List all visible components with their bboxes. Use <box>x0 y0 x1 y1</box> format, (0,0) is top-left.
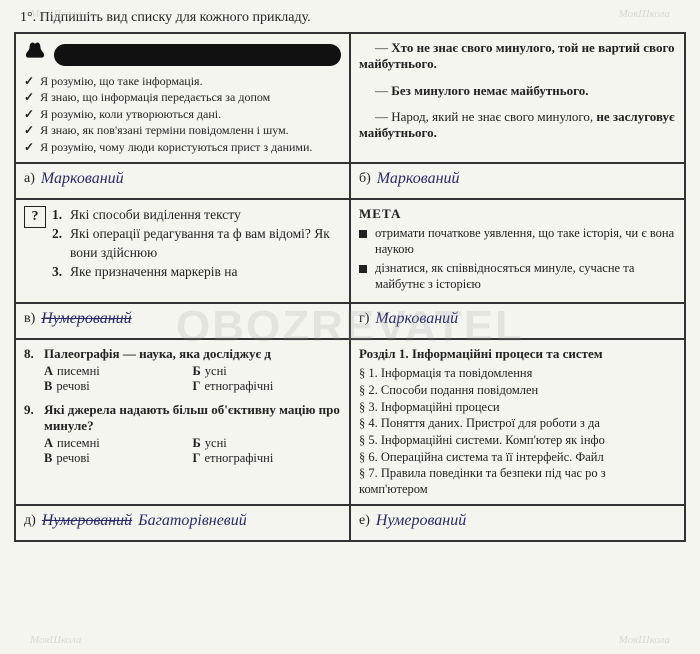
mcq-option: Аписемні <box>44 436 193 451</box>
decorative-bar <box>54 44 341 66</box>
check-text: Я розумію, чому люди користуються прист … <box>40 140 312 154</box>
check-icon: ✓ <box>24 90 34 104</box>
watermark-corner: МояШкола <box>30 634 81 646</box>
cell-e-content: Розділ 1. Інформаційні процеси та систем… <box>350 339 685 505</box>
letter-d: д) <box>24 513 36 529</box>
check-item: ✓ Я розумію, коли утворюються дані. <box>24 107 341 121</box>
answer-e: Нумерований <box>376 512 466 530</box>
answer-d: Багаторівневий <box>138 512 247 530</box>
mcq-question: 9.Які джерела надають більш об'єктивну м… <box>24 402 341 466</box>
cell-v-content: ? 1.Які способи виділення тексту2.Які оп… <box>15 199 350 304</box>
toc-item: § 1. Інформація та повідомлення <box>359 366 676 382</box>
cell-e-answer: е) Нумерований <box>350 505 685 541</box>
mcq-option: Гетнографічні <box>193 451 342 466</box>
cell-v-answer: в) Нумерований <box>15 303 350 339</box>
letter-a: а) <box>24 171 35 187</box>
toc-item: § 3. Інформаційні процеси <box>359 400 676 416</box>
check-item: ✓ Я розумію, чому люди користуються прист… <box>24 140 341 154</box>
quote-line: — Народ, який не знає свого минулого, не… <box>359 109 676 142</box>
numbered-item: 2.Які операції редагування та ф вам відо… <box>52 225 341 263</box>
cell-b-content: — Хто не знає свого минулого, той не вар… <box>350 33 685 163</box>
question-icon: ? <box>24 206 46 228</box>
square-icon <box>359 265 367 273</box>
mcq-option: Бусні <box>193 436 342 451</box>
mcq-option: Вречові <box>44 451 193 466</box>
letter-v: в) <box>24 311 35 327</box>
rabbit-icon <box>22 36 48 62</box>
check-item: ✓ Я розумію, що таке інформація. <box>24 74 341 88</box>
cell-g-answer: г) Маркований <box>350 303 685 339</box>
examples-grid: ✓ Я розумію, що таке інформація. ✓ Я знаю, … <box>14 32 686 542</box>
cell-a-content: ✓ Я розумію, що таке інформація. ✓ Я знаю, … <box>15 33 350 163</box>
cell-d-answer: д) Нумерований Багаторівневий <box>15 505 350 541</box>
watermark-corner: МояШкола <box>619 634 670 646</box>
check-icon: ✓ <box>24 123 34 137</box>
check-item: ✓ Я знаю, що інформація передається за до… <box>24 90 341 104</box>
quote-line: — Хто не знає свого минулого, той не вар… <box>359 40 676 73</box>
toc-item: § 6. Операційна система та її інтерфейс.… <box>359 450 676 466</box>
letter-g: г) <box>359 311 369 327</box>
cell-a-answer: а) Маркований <box>15 163 350 199</box>
toc-item: § 2. Способи подання повідомлен <box>359 383 676 399</box>
answer-g: Маркований <box>375 310 458 328</box>
check-text: Я знаю, що інформація передається за доп… <box>40 90 270 104</box>
toc-item: § 4. Поняття даних. Пристрої для роботи … <box>359 416 676 432</box>
cell-b-answer: б) Маркований <box>350 163 685 199</box>
exercise-title: 1°. Підпишіть вид списку для кожного при… <box>14 10 686 26</box>
answer-b: Маркований <box>377 170 460 188</box>
mcq-option: Вречові <box>44 379 193 394</box>
square-icon <box>359 230 367 238</box>
check-icon: ✓ <box>24 140 34 154</box>
quote-line: — Без минулого немає майбутнього. <box>359 83 676 99</box>
check-item: ✓ Я знаю, як пов'язані терміни повідомлен… <box>24 123 341 137</box>
check-text: Я знаю, як пов'язані терміни повідомленн… <box>40 123 289 137</box>
mcq-option: Аписемні <box>44 364 193 379</box>
meta-heading: МЕТА <box>359 206 676 222</box>
numbered-item: 3.Яке призначення маркерів на <box>52 263 341 282</box>
toc-heading: Розділ 1. Інформаційні процеси та систем <box>359 346 676 362</box>
toc-item: § 5. Інформаційні системи. Комп'ютер як … <box>359 433 676 449</box>
check-icon: ✓ <box>24 107 34 121</box>
check-icon: ✓ <box>24 74 34 88</box>
check-text: Я розумію, що таке інформація. <box>40 74 203 88</box>
answer-v: Нумерований <box>41 310 131 328</box>
mcq-question: 8.Палеографія — наука, яка досліджує дАп… <box>24 346 341 394</box>
letter-b: б) <box>359 171 371 187</box>
mcq-option: Бусні <box>193 364 342 379</box>
cell-g-content: МЕТА отримати початкове уявлення, що так… <box>350 199 685 304</box>
meta-bullet: отримати початкове уявлення, що таке іст… <box>359 226 676 257</box>
cell-d-content: 8.Палеографія — наука, яка досліджує дАп… <box>15 339 350 505</box>
mcq-option: Гетнографічні <box>193 379 342 394</box>
toc-item: § 7. Правила поведінки та безпеки під ча… <box>359 466 676 497</box>
check-text: Я розумію, коли утворюються дані. <box>40 107 221 121</box>
answer-a: Маркований <box>41 170 124 188</box>
answer-d-strike: Нумерований <box>42 512 132 530</box>
meta-bullet: дізнатися, як співвідносяться минуле, су… <box>359 261 676 292</box>
numbered-item: 1.Які способи виділення тексту <box>52 206 341 225</box>
letter-e: е) <box>359 513 370 529</box>
